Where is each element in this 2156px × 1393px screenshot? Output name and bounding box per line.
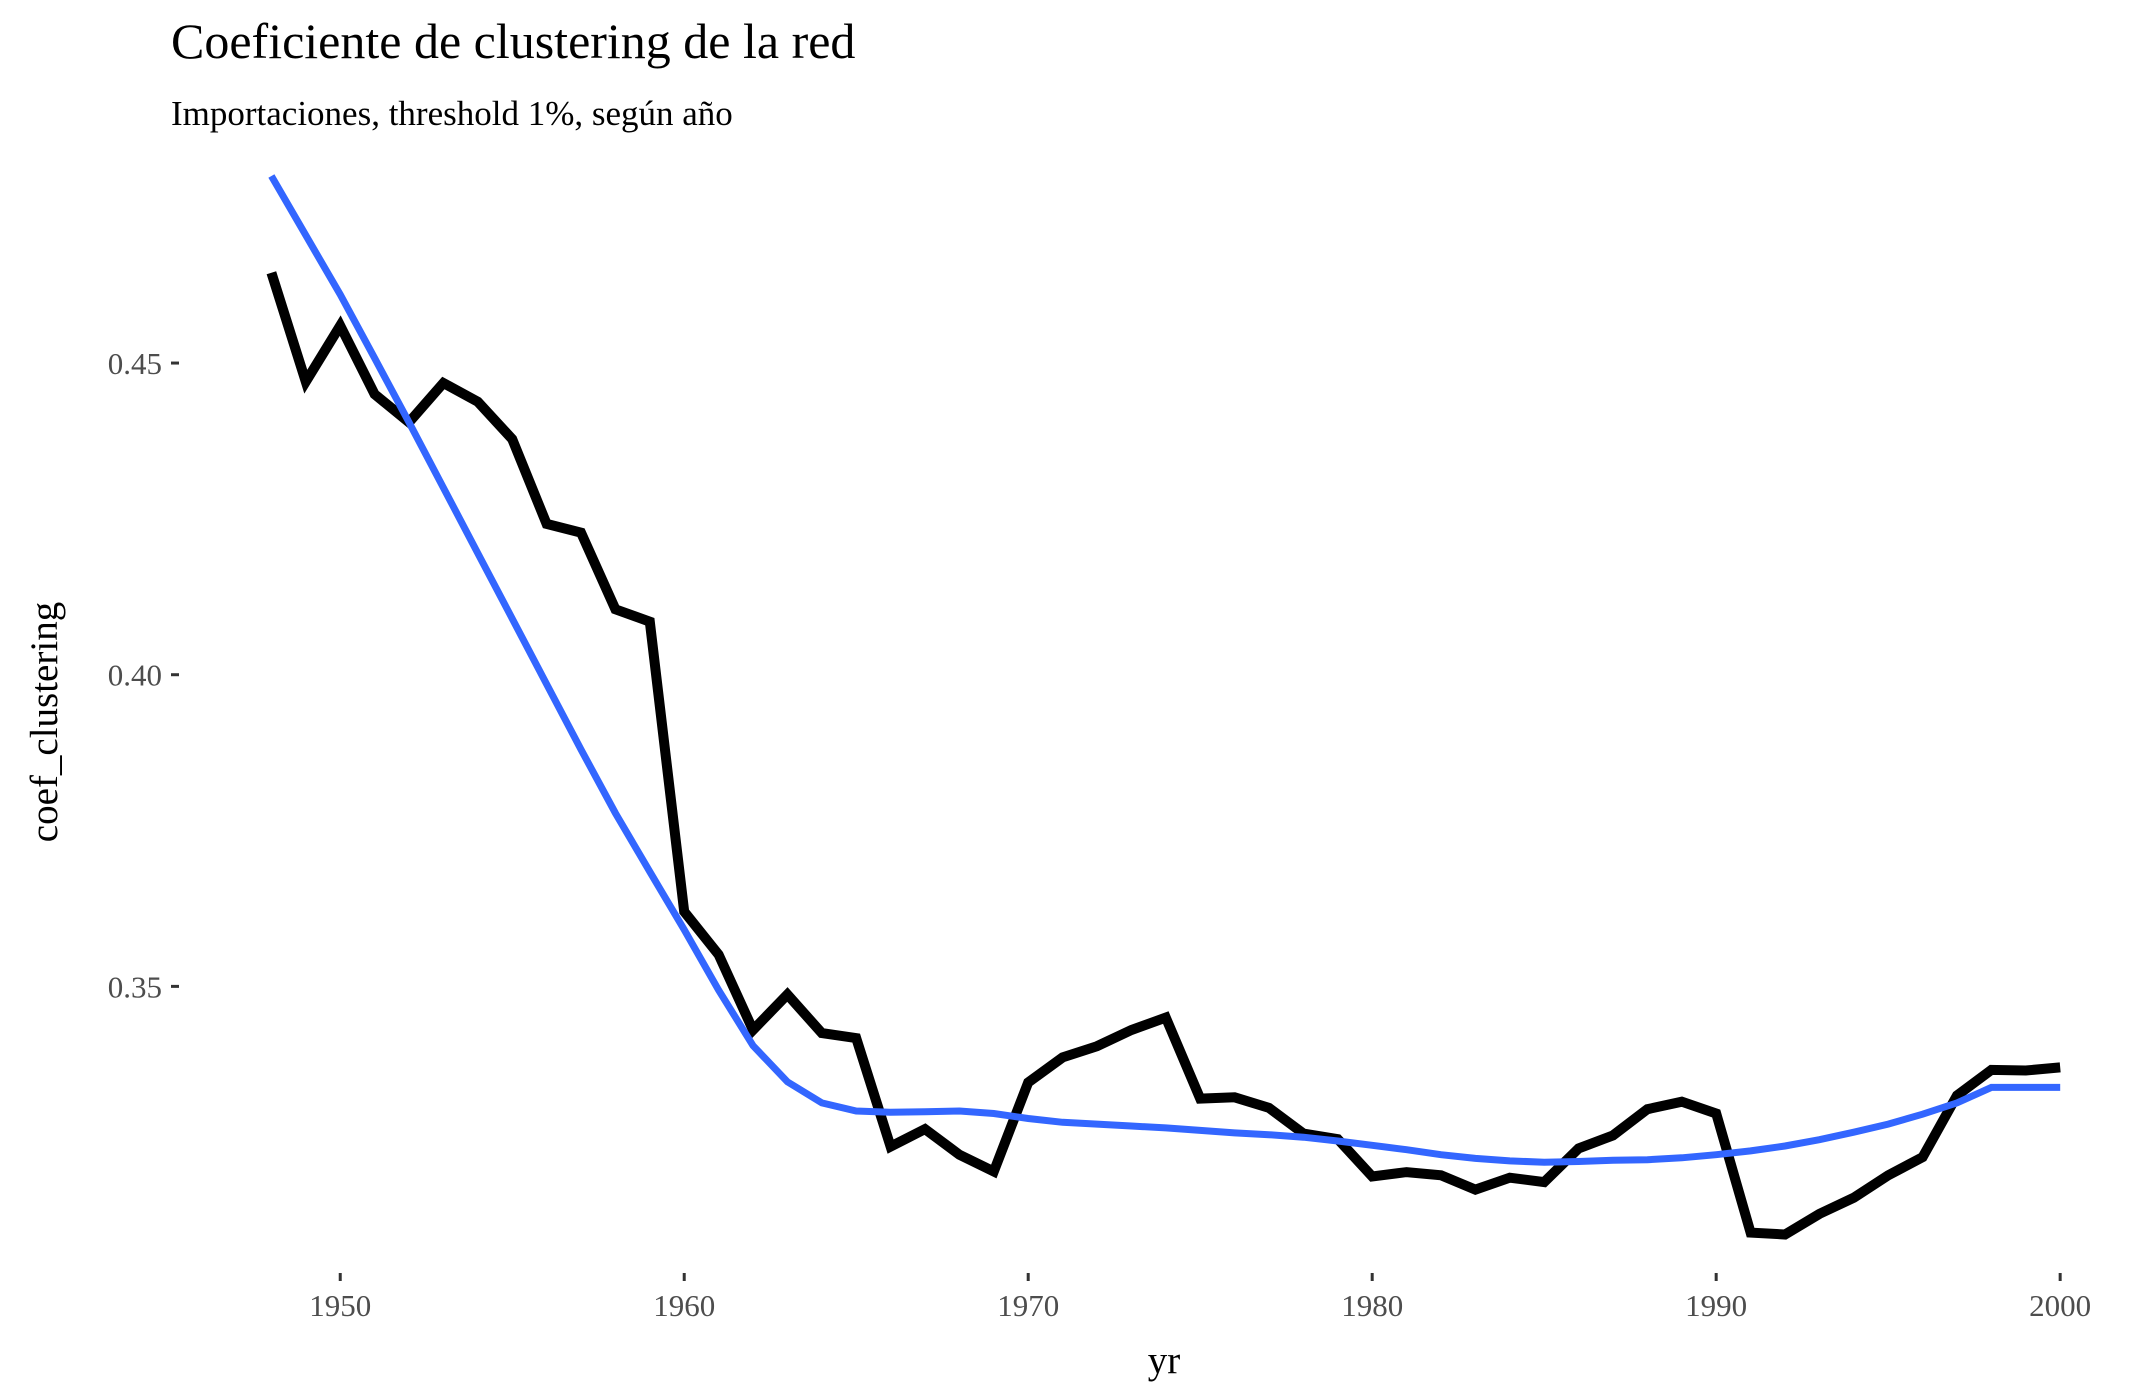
x-tick-label: 1970 bbox=[997, 1288, 1059, 1323]
series-line-observed bbox=[266, 271, 2061, 1240]
x-axis-title: yr bbox=[1148, 1339, 1181, 1382]
chart-title: Coeficiente de clustering de la red bbox=[171, 13, 855, 69]
y-axis-title: coef_clustering bbox=[23, 602, 66, 842]
series-layer bbox=[266, 174, 2061, 1240]
y-tick-label: 0.35 bbox=[108, 969, 162, 1004]
y-tick-label: 0.45 bbox=[108, 346, 162, 381]
x-tick-label: 1980 bbox=[1341, 1288, 1403, 1323]
y-axis: 0.35 0.40 0.45 bbox=[108, 346, 179, 1004]
chart-subtitle: Importaciones, threshold 1%, según año bbox=[171, 94, 733, 133]
x-tick-label: 2000 bbox=[2029, 1288, 2091, 1323]
x-axis: 1950 1960 1970 1980 1990 2000 bbox=[309, 1273, 2091, 1323]
x-tick-label: 1990 bbox=[1685, 1288, 1747, 1323]
y-tick-label: 0.40 bbox=[108, 658, 162, 693]
x-tick-label: 1950 bbox=[309, 1288, 371, 1323]
series-line-smooth bbox=[268, 174, 2061, 1166]
plot-area: 0.35 0.40 0.45 1950 1960 1970 1980 1990 2000 bbox=[108, 174, 2091, 1323]
x-tick-label: 1960 bbox=[653, 1288, 715, 1323]
